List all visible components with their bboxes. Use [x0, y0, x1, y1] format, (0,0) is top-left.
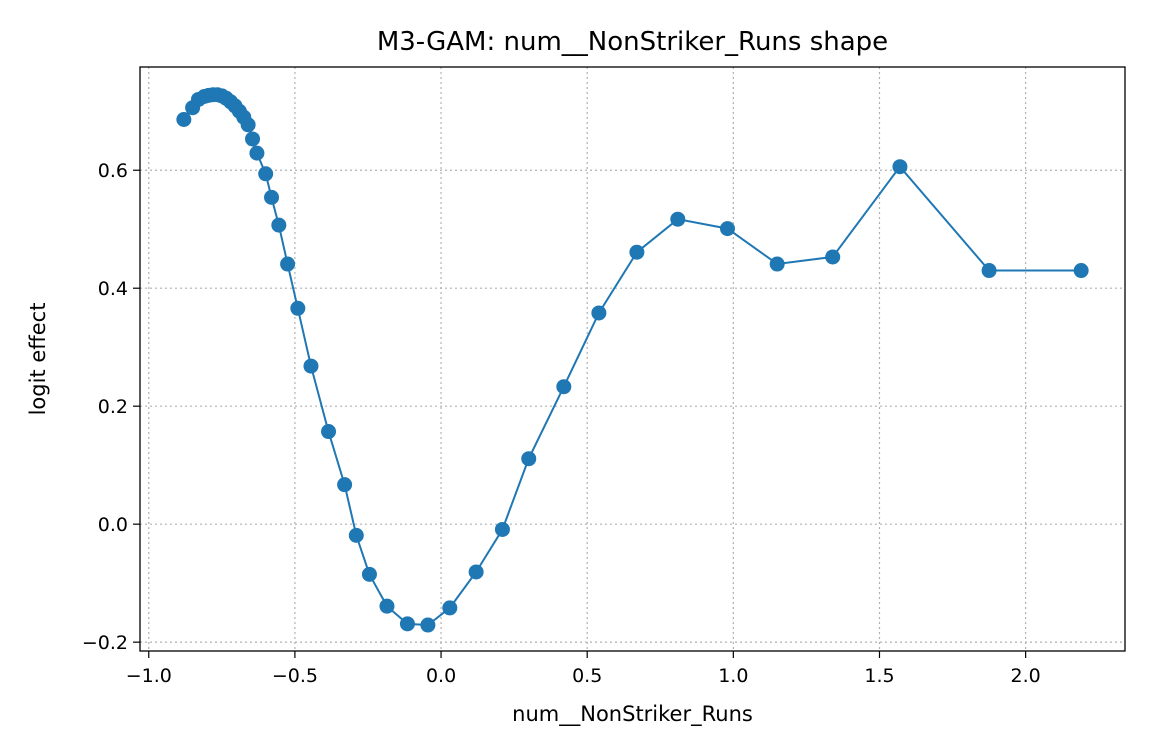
data-point — [258, 166, 274, 182]
x-tick-label: −0.5 — [272, 665, 318, 687]
x-tick-label: −1.0 — [126, 665, 172, 687]
data-point — [521, 451, 537, 467]
x-tick-label: 0.5 — [572, 665, 602, 687]
data-point — [280, 256, 296, 272]
y-tick-label: 0.0 — [98, 514, 128, 536]
data-point — [629, 244, 645, 260]
y-axis-label: logit effect — [26, 303, 50, 416]
y-tick-label: 0.4 — [98, 278, 128, 300]
data-point — [303, 358, 319, 374]
chart-title: M3-GAM: num__NonStriker_Runs shape — [377, 27, 888, 57]
data-point — [670, 211, 686, 227]
data-point — [825, 249, 841, 265]
x-tick-label: 0.0 — [426, 665, 456, 687]
data-point — [1073, 263, 1089, 279]
data-point — [379, 598, 395, 614]
data-point — [981, 263, 997, 279]
data-point — [321, 424, 337, 440]
grid — [140, 67, 1125, 651]
data-point — [361, 566, 377, 582]
data-point — [176, 112, 192, 128]
data-point — [240, 117, 256, 133]
data-point — [468, 564, 484, 580]
x-axis-label: num__NonStriker_Runs — [512, 702, 753, 727]
data-point — [290, 300, 306, 316]
series-layer — [176, 87, 1089, 633]
data-point — [442, 600, 458, 616]
y-tick-label: 0.6 — [98, 160, 128, 182]
data-point — [892, 159, 908, 175]
data-point — [264, 189, 280, 205]
data-point — [337, 477, 353, 493]
x-tick-label: 1.0 — [718, 665, 748, 687]
data-point — [769, 256, 785, 272]
data-point — [719, 221, 735, 237]
ticks: −1.0 −0.5 0.0 0.5 1.0 1.5 2.0 −0.2 0.0 0.2 0.4 0.6 — [82, 160, 1041, 687]
data-point — [249, 145, 265, 161]
data-point — [245, 131, 261, 147]
data-point — [556, 379, 572, 395]
y-tick-label: −0.2 — [82, 632, 128, 654]
data-point — [591, 305, 607, 321]
x-tick-label: 2.0 — [1011, 665, 1041, 687]
data-point — [348, 527, 364, 543]
data-point — [494, 521, 510, 537]
x-tick-label: 1.5 — [864, 665, 894, 687]
plot-frame — [139, 66, 1126, 652]
data-point — [271, 217, 287, 233]
data-point — [420, 617, 436, 633]
y-tick-label: 0.2 — [98, 396, 128, 418]
data-point — [399, 616, 415, 632]
